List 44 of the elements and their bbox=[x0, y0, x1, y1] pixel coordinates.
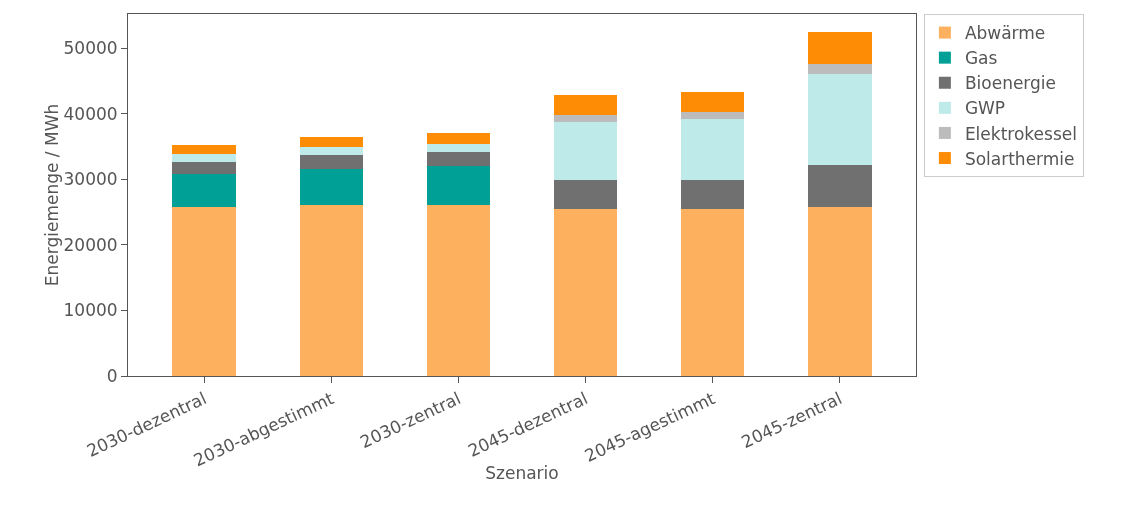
bar bbox=[299, 169, 364, 206]
y-axis-title: Energiemenge / MWh bbox=[41, 103, 62, 287]
y-tick-label: 30000 bbox=[63, 169, 118, 190]
bar bbox=[299, 136, 364, 148]
bar bbox=[553, 114, 618, 122]
bar bbox=[807, 206, 872, 376]
bar bbox=[172, 154, 237, 162]
bar bbox=[807, 164, 872, 207]
bar bbox=[553, 121, 618, 180]
bar bbox=[807, 73, 872, 165]
bar bbox=[172, 206, 237, 376]
bar bbox=[680, 118, 745, 180]
bar bbox=[553, 208, 618, 376]
y-tick-label: 50000 bbox=[63, 38, 118, 59]
bar bbox=[426, 143, 491, 153]
bar bbox=[426, 166, 491, 206]
bar bbox=[680, 208, 745, 376]
y-tick-label: 20000 bbox=[63, 234, 118, 255]
legend-label: Bioenergie bbox=[964, 73, 1057, 94]
bar bbox=[172, 174, 237, 207]
y-tick-label: 40000 bbox=[63, 103, 118, 124]
bar bbox=[172, 161, 237, 175]
legend-label: GWP bbox=[964, 98, 1006, 119]
legend-label: Solarthermie bbox=[964, 148, 1075, 169]
bar bbox=[299, 205, 364, 376]
bar bbox=[553, 94, 618, 115]
bar bbox=[426, 205, 491, 376]
x-axis-title: Szenario bbox=[485, 463, 559, 483]
bar bbox=[426, 132, 491, 144]
bar bbox=[680, 179, 745, 209]
y-tick-label: 0 bbox=[106, 365, 118, 386]
bar bbox=[807, 32, 872, 64]
bar bbox=[807, 63, 872, 74]
legend-label: Elektrokessel bbox=[964, 123, 1077, 144]
bar bbox=[553, 179, 618, 209]
bar bbox=[172, 144, 237, 155]
legend-label: Gas bbox=[964, 48, 998, 69]
bar bbox=[299, 155, 364, 170]
bar bbox=[680, 112, 745, 119]
bar bbox=[680, 92, 745, 113]
y-tick-label: 10000 bbox=[63, 300, 118, 321]
bar bbox=[426, 152, 491, 167]
bar bbox=[299, 147, 364, 155]
legend-label: Abwärme bbox=[964, 23, 1046, 44]
